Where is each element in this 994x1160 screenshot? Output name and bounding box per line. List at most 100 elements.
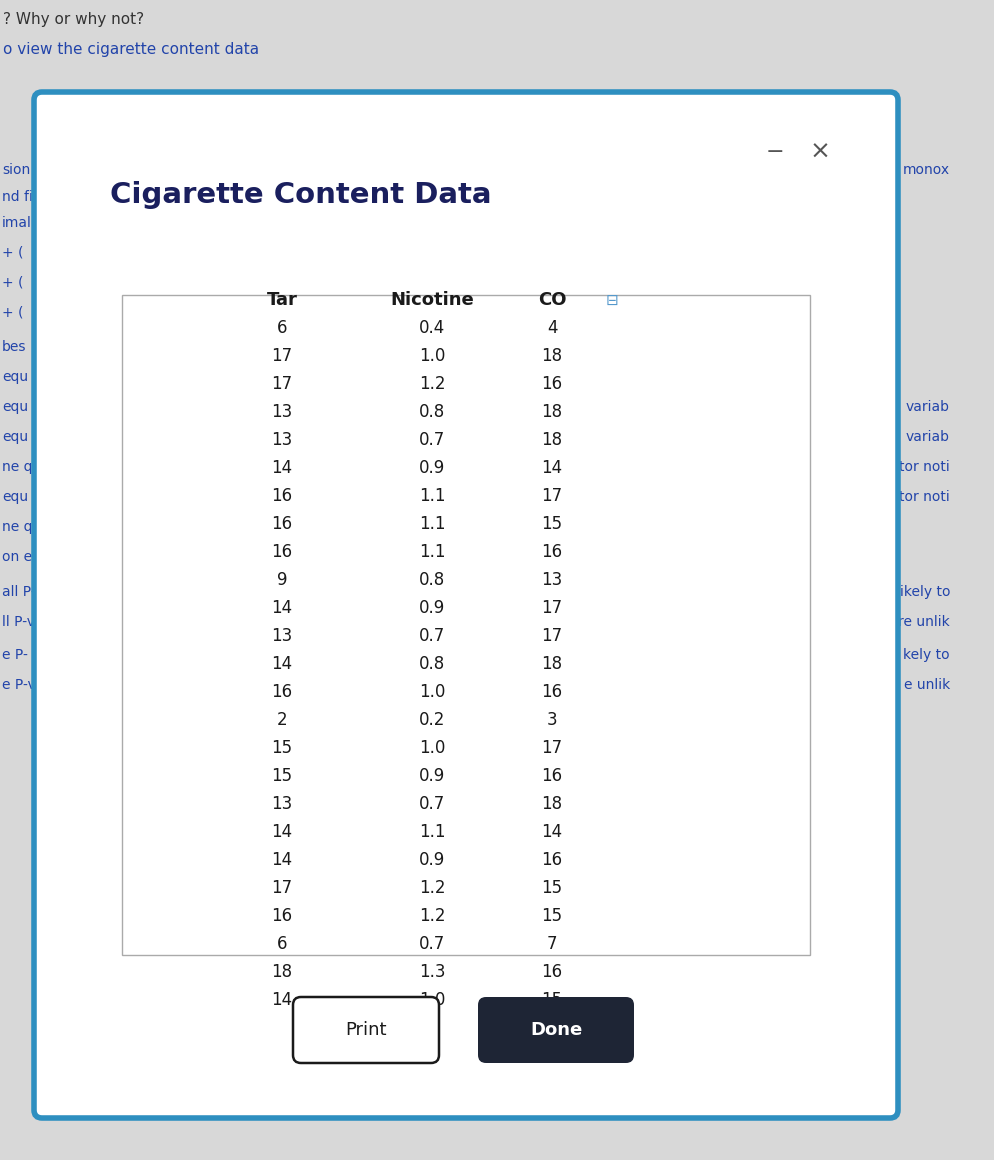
Text: tor noti: tor noti [899,461,949,474]
Text: 14: 14 [541,459,562,477]
Text: 16: 16 [271,515,292,532]
Text: 7: 7 [546,935,557,954]
Text: nd fi: nd fi [2,190,33,204]
Text: −: − [765,142,783,162]
Text: + (: + ( [2,306,24,320]
Text: 9: 9 [276,571,287,589]
Text: 0.7: 0.7 [418,935,444,954]
Text: 0.9: 0.9 [418,851,444,869]
Text: 1.0: 1.0 [418,347,444,365]
Text: 13: 13 [271,403,292,421]
Text: 15: 15 [541,515,562,532]
Text: 1.1: 1.1 [418,543,444,561]
Text: 6: 6 [276,319,287,338]
Text: ? Why or why not?: ? Why or why not? [3,12,144,27]
Text: tor noti: tor noti [899,490,949,503]
Text: 0.4: 0.4 [418,319,444,338]
FancyBboxPatch shape [292,996,438,1063]
Text: Cigarette Content Data: Cigarette Content Data [110,181,491,209]
Text: 16: 16 [271,487,292,505]
Text: imal: imal [2,216,32,230]
Text: 0.9: 0.9 [418,459,444,477]
Text: 16: 16 [541,683,562,701]
Text: 14: 14 [271,851,292,869]
Text: equ: equ [2,490,28,503]
Text: 15: 15 [541,907,562,925]
Text: + (: + ( [2,276,24,290]
Text: 13: 13 [541,571,562,589]
Text: kely to: kely to [903,648,949,662]
Text: e P-v: e P-v [2,677,36,693]
Text: 1.3: 1.3 [418,963,444,981]
FancyBboxPatch shape [122,295,809,955]
Text: sion: sion [2,164,30,177]
Text: 6: 6 [276,935,287,954]
Text: ⊟: ⊟ [605,292,617,307]
Text: 16: 16 [541,963,562,981]
Text: ll P-v: ll P-v [2,615,35,629]
Text: 16: 16 [541,851,562,869]
Text: 13: 13 [271,432,292,449]
Text: 18: 18 [541,347,562,365]
Text: ne qu: ne qu [2,520,41,534]
Text: ×: × [809,140,830,164]
Text: 1.1: 1.1 [418,822,444,841]
Text: o view the cigarette content data: o view the cigarette content data [3,42,258,57]
Text: ne qu: ne qu [2,461,41,474]
Text: 18: 18 [541,795,562,813]
Text: 17: 17 [271,375,292,393]
Text: variab: variab [906,430,949,444]
Text: 14: 14 [541,822,562,841]
Text: 15: 15 [541,991,562,1009]
Text: 0.2: 0.2 [418,711,444,728]
Text: 3: 3 [546,711,557,728]
Text: on e: on e [2,550,32,564]
Text: 13: 13 [271,628,292,645]
Text: 14: 14 [271,459,292,477]
FancyBboxPatch shape [477,996,633,1063]
Text: 0.9: 0.9 [418,599,444,617]
Text: 13: 13 [271,795,292,813]
Text: 1.2: 1.2 [418,879,444,897]
Text: 16: 16 [271,683,292,701]
Text: bes: bes [2,340,27,354]
Text: equ: equ [2,400,28,414]
Text: 17: 17 [271,347,292,365]
Text: 0.8: 0.8 [418,571,444,589]
Text: 14: 14 [271,822,292,841]
Text: 17: 17 [541,599,562,617]
Text: 18: 18 [541,432,562,449]
Text: 1.1: 1.1 [418,515,444,532]
Text: equ: equ [2,370,28,384]
Text: 1.2: 1.2 [418,375,444,393]
Text: Tar: Tar [266,291,297,309]
Text: variab: variab [906,400,949,414]
Text: 0.7: 0.7 [418,628,444,645]
Text: 14: 14 [271,655,292,673]
Text: Done: Done [530,1021,581,1039]
Text: 18: 18 [541,403,562,421]
Text: 16: 16 [271,907,292,925]
Text: 0.9: 0.9 [418,767,444,785]
Text: 18: 18 [541,655,562,673]
FancyBboxPatch shape [34,92,898,1118]
Text: 1.2: 1.2 [418,907,444,925]
Text: 15: 15 [541,879,562,897]
Text: 15: 15 [271,739,292,757]
Text: all P-: all P- [2,585,36,599]
Text: e unlik: e unlik [903,677,949,693]
Text: 18: 18 [271,963,292,981]
Text: monox: monox [902,164,949,177]
Text: 14: 14 [271,991,292,1009]
Text: re unlik: re unlik [898,615,949,629]
Text: CO: CO [537,291,566,309]
Text: 15: 15 [271,767,292,785]
Text: 4: 4 [546,319,557,338]
Text: Nicotine: Nicotine [390,291,473,309]
Text: 14: 14 [271,599,292,617]
Text: 0.7: 0.7 [418,432,444,449]
Text: 1.0: 1.0 [418,991,444,1009]
Text: Print: Print [345,1021,387,1039]
Text: ikely to: ikely to [899,585,949,599]
Text: 16: 16 [541,767,562,785]
